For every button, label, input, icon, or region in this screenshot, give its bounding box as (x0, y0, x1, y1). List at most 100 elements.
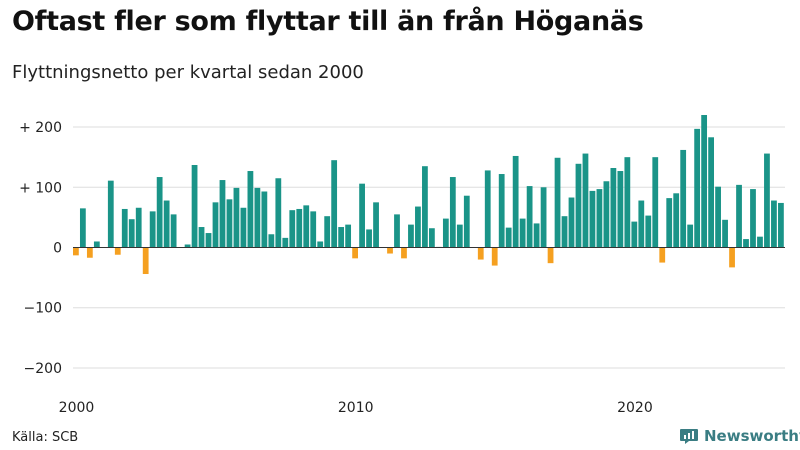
bar (715, 186, 721, 248)
bar (93, 241, 100, 248)
bar (610, 168, 617, 248)
bar (219, 180, 226, 248)
bar (491, 247, 498, 266)
bar (429, 228, 435, 248)
bar (387, 247, 393, 254)
bar (205, 233, 212, 248)
brand-name: Newsworthy (704, 427, 800, 445)
bar (659, 247, 666, 263)
x-tick-label: 2010 (338, 400, 374, 416)
bar (561, 216, 568, 248)
bar (456, 224, 463, 248)
bar (638, 200, 645, 248)
bar (547, 247, 554, 264)
bar (422, 166, 428, 248)
bar (736, 184, 742, 248)
bar (596, 189, 603, 248)
bar (505, 227, 512, 248)
bar (289, 210, 296, 248)
bar (240, 207, 247, 248)
bar (582, 153, 589, 248)
bar (247, 171, 254, 248)
bar (568, 197, 575, 248)
bar (128, 219, 135, 248)
chart-title: Oftast fler som flyttar till än från Hög… (12, 6, 644, 37)
bar (415, 206, 421, 248)
y-tick-label: −100 (24, 301, 62, 317)
bar (366, 229, 372, 248)
y-tick-label: 0 (53, 241, 62, 257)
bar (394, 214, 400, 248)
bar (121, 208, 128, 248)
bar (107, 180, 114, 248)
bar (359, 183, 365, 248)
x-tick-label: 2020 (617, 400, 653, 416)
bar (652, 157, 659, 248)
bar (778, 202, 784, 248)
bar (198, 227, 205, 248)
bar (694, 128, 701, 248)
bar (268, 234, 275, 248)
bar (540, 187, 547, 248)
bar (498, 174, 505, 248)
bar (338, 227, 345, 248)
bar (296, 208, 303, 248)
bar (526, 186, 533, 248)
bar (575, 163, 582, 248)
bar (156, 177, 163, 248)
bar (750, 189, 756, 248)
bar (233, 187, 240, 248)
bar (729, 247, 735, 268)
bar (142, 247, 149, 275)
bar (373, 202, 379, 248)
bar (533, 223, 540, 248)
bar (79, 208, 86, 248)
bar (701, 115, 708, 248)
x-tick-label: 2000 (59, 400, 95, 416)
bar (512, 155, 519, 248)
bar (212, 202, 219, 248)
bar (771, 200, 777, 248)
bar (554, 157, 561, 248)
bar (645, 215, 652, 248)
bar (757, 236, 763, 248)
bar (345, 224, 352, 248)
bar (401, 247, 407, 259)
bar (589, 190, 596, 248)
bar (170, 214, 177, 248)
bar (666, 198, 673, 248)
bar (149, 211, 156, 248)
bar (477, 247, 484, 260)
bar (317, 241, 324, 248)
bar (254, 187, 261, 248)
bar (603, 181, 610, 248)
bar (310, 211, 317, 248)
source-note: Källa: SCB (12, 430, 79, 445)
chart-subtitle: Flyttningsnetto per kvartal sedan 2000 (12, 62, 364, 83)
y-tick-label: + 100 (19, 180, 62, 196)
bar (191, 165, 198, 248)
bar (687, 224, 694, 248)
bar (764, 153, 770, 248)
bar (226, 199, 233, 248)
bar (442, 218, 449, 248)
bar (352, 247, 358, 259)
bar (617, 171, 624, 248)
bar (282, 237, 289, 248)
bar (114, 247, 121, 255)
bar (624, 157, 631, 248)
newsworthy-brand[interactable]: Newsworthy (679, 426, 800, 446)
newsworthy-logo-icon (680, 429, 698, 444)
y-tick-label: + 200 (19, 120, 62, 136)
bar (708, 137, 714, 248)
bar (163, 200, 170, 248)
bar (463, 195, 470, 248)
bar (519, 218, 526, 248)
bar (743, 239, 749, 248)
bar (673, 193, 680, 248)
bar (135, 207, 142, 248)
y-tick-label: −200 (24, 361, 62, 377)
bar (261, 191, 268, 248)
bar (73, 247, 79, 256)
